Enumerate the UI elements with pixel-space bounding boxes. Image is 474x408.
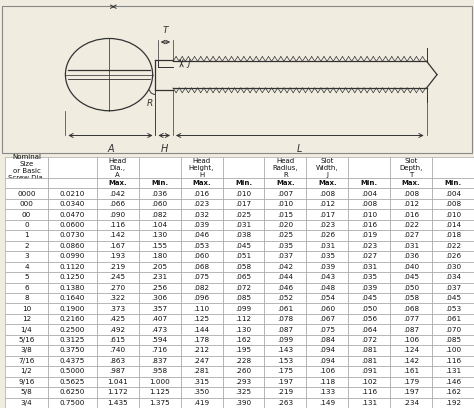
Text: L: L xyxy=(297,144,302,154)
Text: H: H xyxy=(161,144,168,154)
Text: J: J xyxy=(187,59,190,68)
Text: A: A xyxy=(107,144,114,154)
Text: T: T xyxy=(163,26,168,35)
Text: R: R xyxy=(147,100,153,109)
